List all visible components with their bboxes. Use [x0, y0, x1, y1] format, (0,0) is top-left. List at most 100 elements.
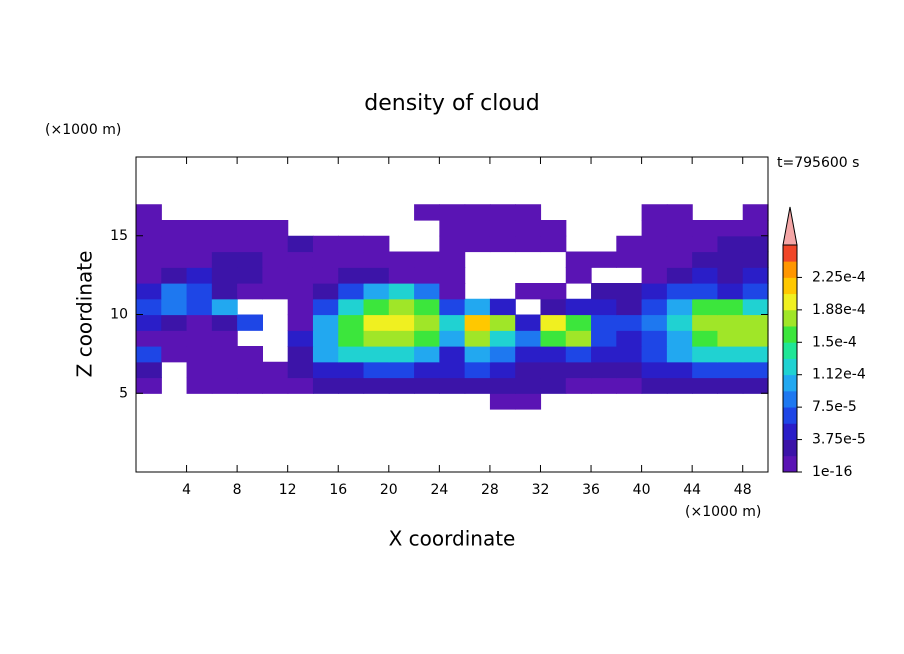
contour-cell	[211, 267, 238, 284]
colorbar-tick-label: 3.75e-5	[812, 432, 866, 448]
contour-cell	[161, 267, 188, 284]
contour-cell	[161, 283, 188, 300]
contour-cell	[161, 330, 188, 347]
y-tick-label: 15	[110, 228, 128, 244]
contour-cell	[211, 235, 238, 253]
contour-cell	[287, 298, 314, 316]
contour-cell	[464, 314, 491, 331]
contour-cell	[666, 235, 693, 253]
contour-cell	[439, 220, 466, 237]
contour-cell	[262, 267, 289, 284]
contour-cell	[641, 314, 668, 331]
contour-cell	[692, 361, 719, 379]
contour-cell	[464, 220, 491, 237]
contour-cell	[666, 361, 693, 379]
contour-cell	[666, 298, 693, 316]
contour-cell	[666, 283, 693, 300]
contour-cell	[136, 330, 162, 347]
x-tick-label: 24	[430, 482, 448, 498]
contour-cell	[515, 283, 542, 300]
contour-cell	[363, 283, 390, 300]
contour-cell	[363, 314, 390, 331]
contour-cell	[717, 220, 744, 237]
contour-cell	[540, 298, 567, 316]
contour-cell	[388, 346, 415, 363]
contour-cell	[489, 330, 516, 347]
contour-cell	[136, 314, 162, 331]
contour-cell	[717, 361, 744, 379]
contour-cell	[287, 251, 314, 268]
x-tick-label: 12	[279, 482, 297, 498]
contour-cell	[565, 330, 592, 347]
colorbar-band	[783, 293, 797, 311]
contour-cell	[439, 251, 466, 268]
contour-cell	[136, 235, 162, 253]
chart-title: density of cloud	[364, 91, 539, 116]
contour-cell	[338, 330, 365, 347]
x-tick-label: 48	[734, 482, 752, 498]
contour-cell	[161, 220, 188, 237]
x-tick-label: 36	[582, 482, 600, 498]
contour-field	[136, 204, 769, 410]
contour-cell	[136, 298, 162, 316]
contour-cell	[414, 204, 440, 221]
contour-cell	[591, 377, 617, 394]
contour-cell	[237, 314, 263, 331]
contour-cell	[692, 235, 719, 253]
contour-cell	[388, 314, 415, 331]
contour-cell	[186, 220, 213, 237]
contour-cell	[464, 330, 491, 347]
colorbar-band	[783, 407, 797, 424]
contour-cell	[338, 377, 365, 394]
contour-cell	[414, 330, 440, 347]
contour-cell	[489, 346, 516, 363]
contour-cell	[414, 346, 440, 363]
contour-cell	[363, 298, 390, 316]
contour-cell	[515, 330, 542, 347]
contour-cell	[237, 220, 263, 237]
contour-cell	[211, 377, 238, 394]
contour-cell	[312, 377, 339, 394]
time-label: t=795600 s	[777, 155, 859, 171]
contour-cell	[136, 267, 162, 284]
contour-cell	[211, 330, 238, 347]
contour-cell	[692, 377, 719, 394]
contour-cell	[641, 330, 668, 347]
contour-cell	[540, 330, 567, 347]
contour-cell	[312, 314, 339, 331]
contour-cell	[338, 346, 365, 363]
contour-cell	[489, 220, 516, 237]
contour-cell	[312, 361, 339, 379]
colorbar-tick-label: 1.12e-4	[812, 367, 866, 383]
contour-cell	[136, 220, 162, 237]
contour-cell	[338, 283, 365, 300]
x-tick-label: 16	[329, 482, 347, 498]
contour-cell	[211, 220, 238, 237]
contour-cell	[414, 298, 440, 316]
contour-cell	[464, 346, 491, 363]
contour-cell	[489, 314, 516, 331]
contour-cell	[237, 235, 263, 253]
contour-cell	[742, 204, 769, 221]
x-tick-label: 20	[380, 482, 398, 498]
contour-cell	[338, 235, 365, 253]
contour-cell	[186, 283, 213, 300]
contour-cell	[312, 298, 339, 316]
contour-cell	[565, 298, 592, 316]
contour-cell	[717, 330, 744, 347]
contour-cell	[186, 361, 213, 379]
contour-cell	[414, 267, 440, 284]
contour-cell	[136, 361, 162, 379]
contour-cell	[742, 283, 769, 300]
contour-cell	[616, 251, 643, 268]
contour-cell	[692, 314, 719, 331]
contour-cell	[540, 235, 567, 253]
contour-cell	[515, 377, 542, 394]
contour-cell	[515, 314, 542, 331]
contour-cell	[211, 361, 238, 379]
contour-cell	[616, 346, 643, 363]
contour-cell	[591, 314, 617, 331]
colorbar-tick-label: 1e-16	[812, 464, 852, 480]
contour-cell	[439, 204, 466, 221]
contour-cell	[414, 314, 440, 331]
